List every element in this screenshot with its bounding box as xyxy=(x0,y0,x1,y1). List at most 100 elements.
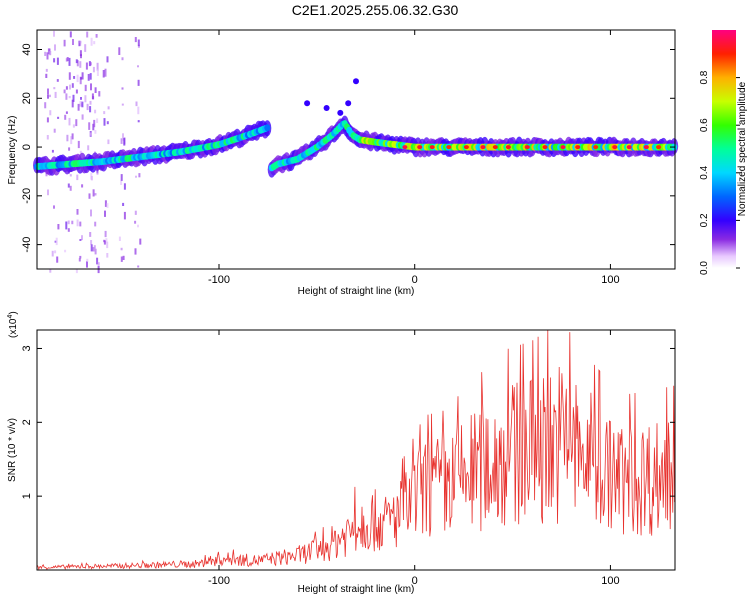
noise-speck xyxy=(54,91,57,98)
snr-x-tick-label: 100 xyxy=(601,575,619,587)
spectrogram-y-tick-label: 0 xyxy=(21,144,33,150)
noise-speck xyxy=(55,237,58,246)
noise-speck xyxy=(76,74,79,83)
noise-speck xyxy=(54,240,57,243)
ridge-peak xyxy=(575,145,581,150)
noise-speck xyxy=(88,122,91,130)
noise-speck xyxy=(69,174,72,177)
snr-y-tick-label: 1 xyxy=(21,493,33,499)
noise-speck xyxy=(67,220,70,225)
noise-speck xyxy=(122,255,125,260)
noise-speck xyxy=(120,256,123,262)
noise-speck xyxy=(122,133,124,141)
noise-speck xyxy=(45,68,48,72)
noise-speck xyxy=(54,250,57,254)
noise-speck xyxy=(53,30,55,37)
colorbar: 0.0 0.2 0.4 0.6 0.8 Normalized spectral ampl… xyxy=(699,30,748,275)
noise-speck xyxy=(66,57,69,62)
noise-speck xyxy=(71,83,74,88)
noise-speck xyxy=(78,258,81,262)
noise-speck xyxy=(93,119,96,128)
noise-speck xyxy=(91,93,94,100)
snr-frame xyxy=(36,329,676,571)
noise-speck xyxy=(123,138,126,146)
noise-speck xyxy=(81,184,84,188)
noise-speck xyxy=(84,95,87,103)
noise-speck xyxy=(95,34,98,38)
noise-speck xyxy=(90,83,92,91)
noise-speck xyxy=(94,87,97,93)
ridge-branch xyxy=(353,78,359,85)
noise-speck xyxy=(104,200,107,207)
noise-speck xyxy=(134,210,137,215)
noise-speck xyxy=(81,114,84,120)
noise-speck xyxy=(86,258,89,262)
noise-speck xyxy=(134,220,137,224)
ridge-peak xyxy=(505,145,511,150)
noise-speck xyxy=(90,240,93,245)
noise-speck xyxy=(68,57,71,66)
spectrogram-panel: -100 0 100 -40 -20 0 20 40 Height of straight l… xyxy=(7,29,679,297)
noise-speck xyxy=(51,250,54,257)
noise-speck xyxy=(86,261,88,268)
ridge-peak xyxy=(593,145,599,150)
noise-speck xyxy=(120,138,123,144)
noise-speck xyxy=(120,180,123,185)
noise-speck xyxy=(56,79,59,82)
noise-speck xyxy=(90,209,92,217)
noise-speck xyxy=(65,221,68,230)
noise-speck xyxy=(57,224,60,230)
snr-y-tick-label: 3 xyxy=(21,345,33,351)
noise-speck xyxy=(90,176,93,181)
noise-speck xyxy=(137,265,140,268)
noise-speck xyxy=(65,111,68,114)
noise-speck xyxy=(92,247,95,252)
noise-speck xyxy=(89,100,92,105)
noise-speck xyxy=(103,111,106,115)
noise-speck xyxy=(49,94,51,98)
noise-speck xyxy=(107,139,110,145)
figure-title: C2E1.2025.255.06.32.G30 xyxy=(292,2,459,18)
noise-speck xyxy=(121,87,124,90)
noise-speck xyxy=(137,44,140,48)
noise-speck xyxy=(64,114,67,120)
noise-speck xyxy=(94,221,97,227)
noise-speck xyxy=(92,66,95,73)
noise-speck xyxy=(47,48,50,55)
ridge-peak xyxy=(463,145,469,150)
snr-x-tick-label: -100 xyxy=(208,575,230,587)
ridge-peak xyxy=(643,145,649,150)
noise-speck xyxy=(51,149,54,153)
ridge-peak xyxy=(429,145,435,150)
noise-speck xyxy=(53,87,56,90)
noise-speck xyxy=(79,239,82,241)
noise-speck xyxy=(46,135,49,140)
noise-speck xyxy=(92,189,95,197)
noise-speck xyxy=(87,74,90,81)
noise-speck xyxy=(79,101,82,107)
spectrogram-frame xyxy=(36,29,676,270)
noise-speck xyxy=(121,57,124,61)
noise-speck xyxy=(90,37,93,46)
spectrogram-y-tick-label: -40 xyxy=(21,237,33,253)
spectrogram-y-tick-label: 20 xyxy=(21,92,33,104)
noise-speck xyxy=(71,99,74,108)
noise-speck xyxy=(137,79,140,86)
noise-speck xyxy=(44,51,47,56)
noise-speck xyxy=(98,91,101,97)
snr-scale-factor: (x104) xyxy=(7,311,19,338)
snr-series-line xyxy=(36,330,675,571)
ridge-branch xyxy=(337,109,344,116)
snr-x-label: Height of straight line (km) xyxy=(298,584,415,595)
noise-speck xyxy=(90,244,93,252)
noise-speck xyxy=(137,120,140,123)
ridge-peak xyxy=(524,145,530,150)
noise-speck xyxy=(45,73,48,78)
noise-speck xyxy=(44,102,47,109)
noise-speck xyxy=(47,94,49,99)
spectrogram-y-tick-label: -20 xyxy=(21,188,33,204)
noise-speck xyxy=(67,228,70,232)
noise-speck xyxy=(79,150,82,154)
noise-speck xyxy=(47,189,49,196)
colorbar-label: Normalized spectral amplitude xyxy=(737,81,748,216)
